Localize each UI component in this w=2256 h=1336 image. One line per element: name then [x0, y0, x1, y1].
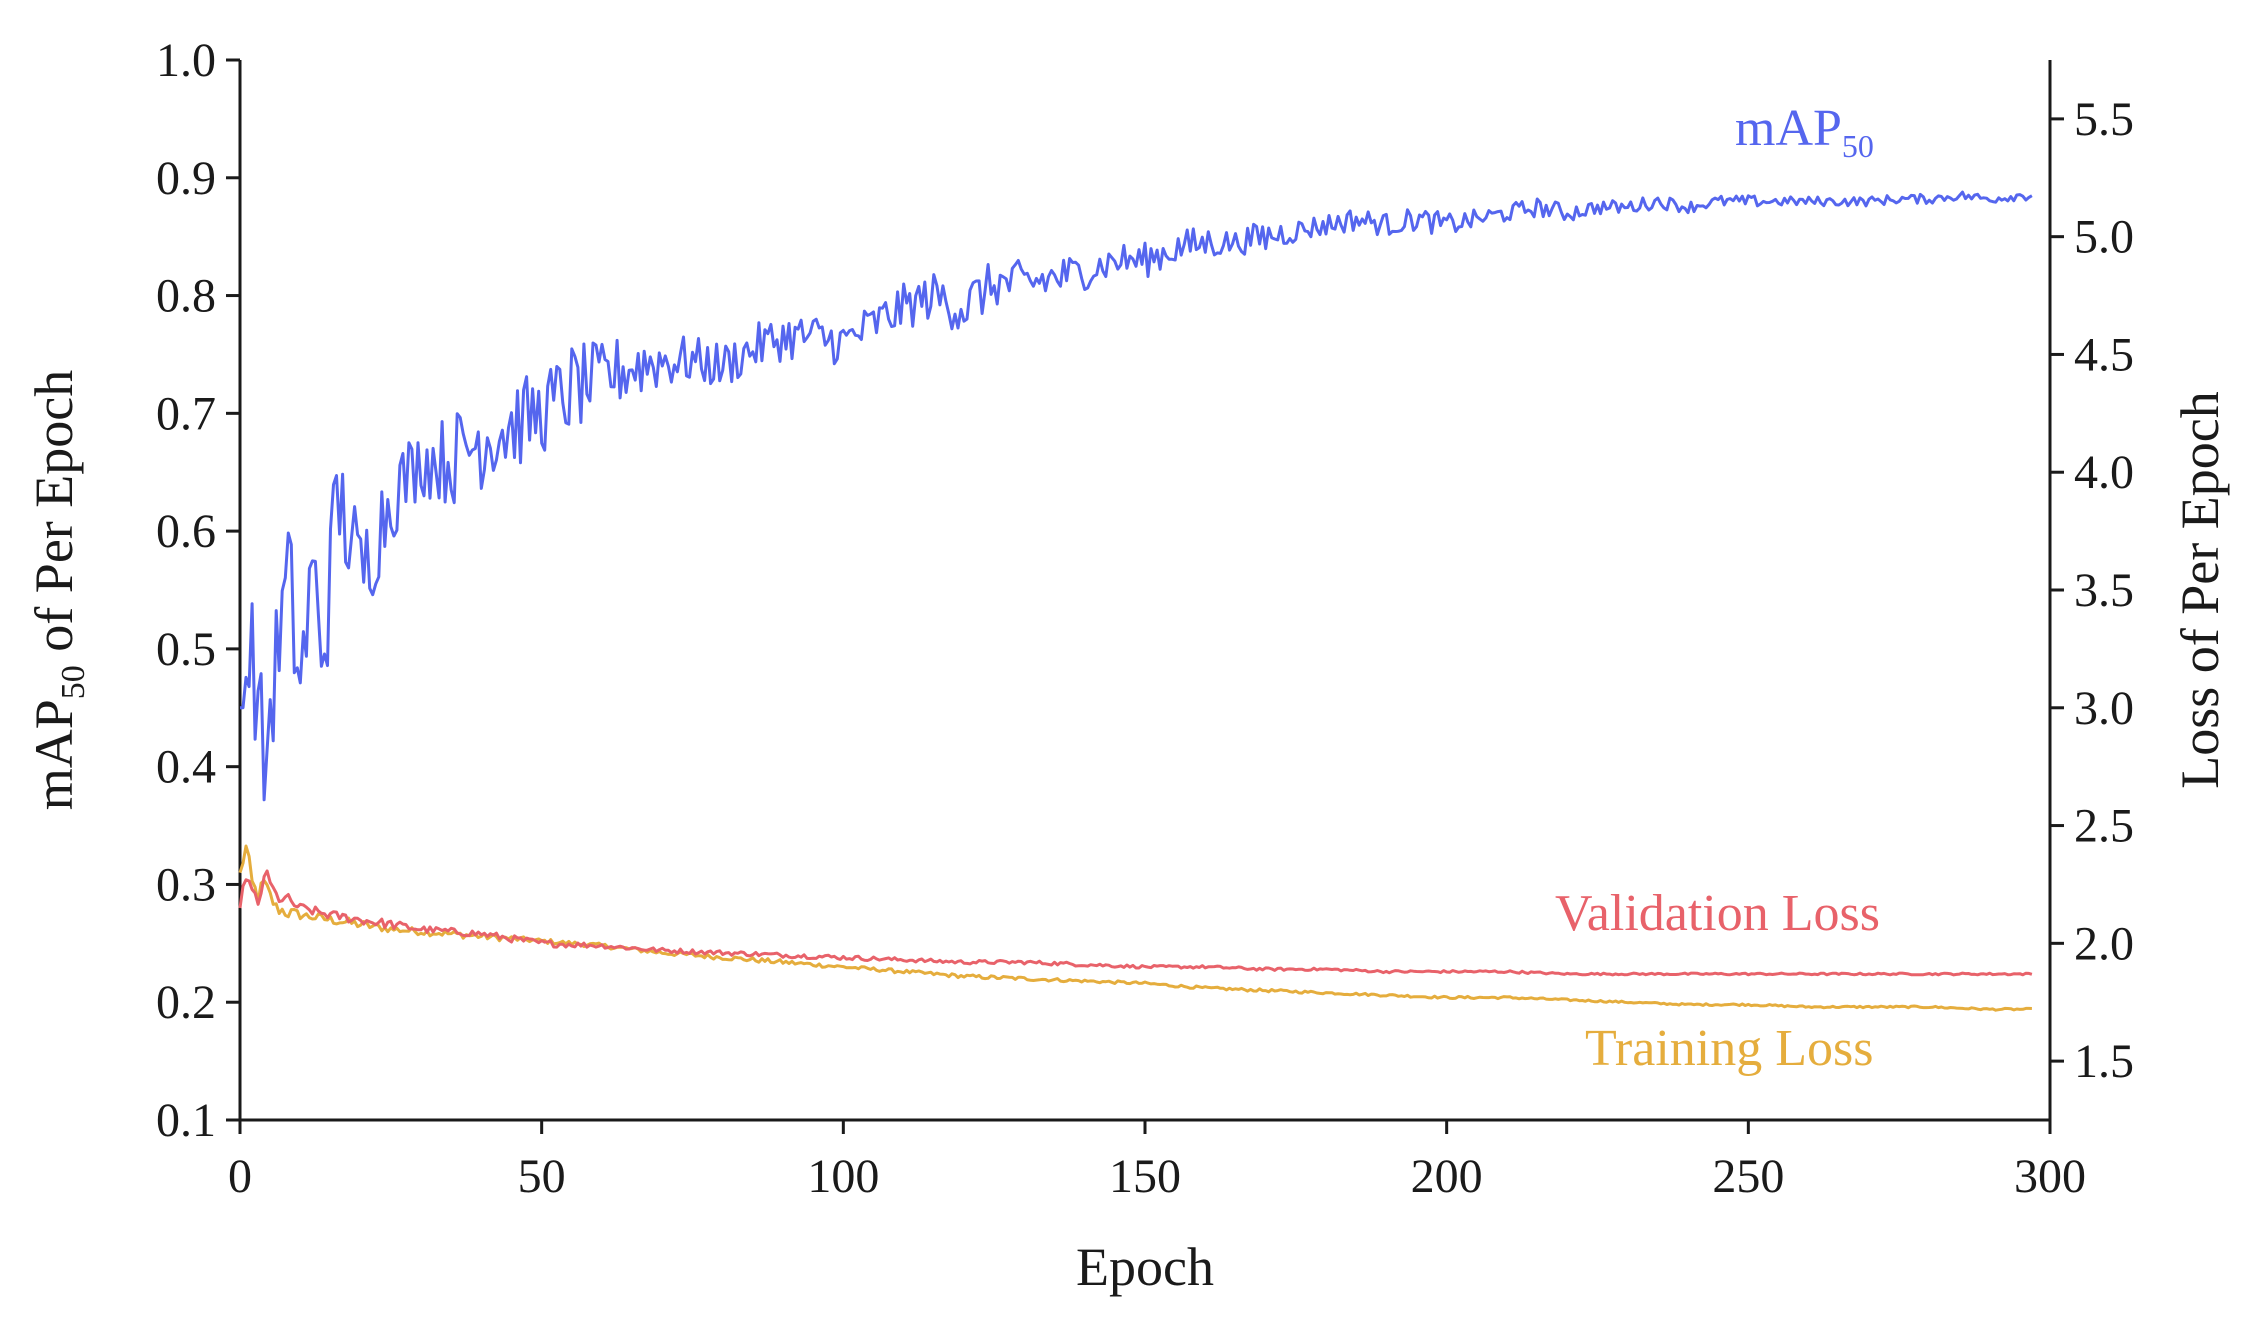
map-label-subscript: 50 — [1842, 128, 1874, 164]
y-axis-left-title: mAP50 of Per Epoch — [24, 370, 92, 810]
series-line-training-loss — [238, 844, 2032, 1012]
series-label-map50: mAP50 — [1735, 100, 1874, 164]
x-tick-label: 200 — [1411, 1150, 1483, 1203]
axes — [238, 60, 2052, 1122]
y-axis-right-title: Loss of Per Epoch — [2170, 391, 2230, 788]
x-tick-label: 150 — [1109, 1150, 1181, 1203]
tick-layer: 0 50 100 150 200 250 300 0.1 0.2 0.3 0.4 0.5 0.6 0.7 0… — [156, 34, 2134, 1203]
labels-layer: Epoch mAP50 of Per Epoch Loss of Per Epo… — [24, 100, 2230, 1297]
y-left-title-base: mAP — [24, 699, 84, 810]
y-right-tick-label: 5.0 — [2074, 211, 2134, 264]
y-right-tick-label: 4.5 — [2074, 328, 2134, 381]
x-tick-label: 0 — [228, 1150, 252, 1203]
y-right-tick-label: 1.5 — [2074, 1035, 2134, 1088]
y-left-tick-label: 0.1 — [156, 1094, 216, 1147]
y-left-tick-label: 0.8 — [156, 270, 216, 323]
x-tick-label: 100 — [807, 1150, 879, 1203]
y-left-tick-label: 0.6 — [156, 505, 216, 558]
y-right-tick-label: 3.0 — [2074, 682, 2134, 735]
series-label-validation-loss: Validation Loss — [1555, 885, 1880, 942]
y-left-tick-label: 0.9 — [156, 152, 216, 205]
x-tick-label: 300 — [2014, 1150, 2086, 1203]
y-right-tick-label: 2.5 — [2074, 800, 2134, 853]
series-label-training-loss: Training Loss — [1585, 1020, 1873, 1077]
x-axis-title: Epoch — [1076, 1237, 1214, 1297]
y-right-tick-label: 5.5 — [2074, 93, 2134, 146]
y-left-tick-label: 0.2 — [156, 976, 216, 1029]
series-layer — [238, 190, 2033, 1012]
map-label-base: mAP — [1735, 100, 1842, 157]
y-left-tick-label: 0.3 — [156, 858, 216, 911]
y-right-tick-label: 4.0 — [2074, 446, 2134, 499]
y-right-tick-label: 3.5 — [2074, 564, 2134, 617]
series-line-map50 — [239, 190, 2033, 802]
series-line-validation-loss — [238, 869, 2033, 977]
y-right-tick-label: 2.0 — [2074, 917, 2134, 970]
y-left-tick-label: 0.4 — [156, 741, 216, 794]
y-left-title-subscript: 50 — [55, 665, 92, 699]
y-left-tick-label: 1.0 — [156, 34, 216, 87]
y-left-tick-label: 0.7 — [156, 387, 216, 440]
y-left-title-rest: of Per Epoch — [24, 370, 84, 665]
x-tick-label: 50 — [518, 1150, 566, 1203]
x-tick-label: 250 — [1712, 1150, 1784, 1203]
y-left-tick-label: 0.5 — [156, 623, 216, 676]
